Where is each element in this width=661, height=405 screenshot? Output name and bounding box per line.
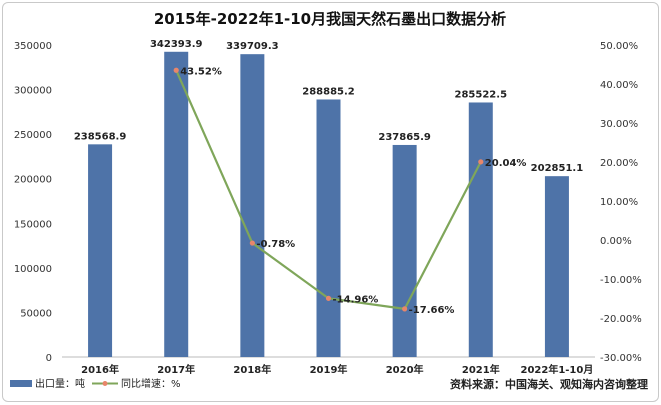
x-tick-label: 2017年 [157,363,195,376]
left-y-tick-label: 100000 [14,264,52,275]
legend-bar-label: 出口量：吨 [35,377,85,390]
left-y-tick-label: 50000 [20,308,52,319]
growth-point [173,67,179,73]
source-note: 资料来源：中国海关、观知海内咨询整理 [450,377,648,391]
bar [468,102,493,358]
right-y-tick-label: -20.00% [600,314,642,325]
bar [240,54,265,357]
bar-data-label: 202851.1 [531,163,584,174]
growth-point [249,240,255,246]
growth-data-label: -17.66% [409,305,455,316]
x-tick-label: 2016年 [81,363,119,376]
left-y-tick-label: 300000 [14,86,52,97]
bar-data-label: 285522.5 [455,89,508,100]
bar [316,99,341,357]
legend: 出口量：吨 同比增速：% [10,377,181,390]
bar [392,144,417,357]
right-y-tick-label: 20.00% [600,158,638,169]
right-y-tick-label: 0.00% [600,236,632,247]
left-y-tick-label: 200000 [14,175,52,186]
growth-point [478,159,484,165]
x-tick-label: 2022年1-10月 [520,363,593,376]
growth-point [325,295,332,301]
bar [544,176,569,357]
legend-line-label: 同比增速：% [121,377,181,390]
right-y-tick-label: 50.00% [600,41,638,52]
growth-data-label: -14.96% [333,294,379,305]
bar-data-label: 339709.3 [226,41,279,52]
bar-data-label: 237865.9 [378,132,431,143]
x-tick-label: 2019年 [310,363,348,376]
right-y-tick-label: 40.00% [600,80,638,91]
growth-data-label: -0.78% [256,239,295,250]
left-y-tick-label: 0 [46,353,52,364]
left-y-tick-label: 150000 [14,219,52,230]
legend-line-marker [102,381,108,386]
chart-title: 2015年-2022年1-10月我国天然石墨出口数据分析 [154,10,506,28]
right-y-tick-label: 30.00% [600,119,638,130]
x-axis: 2016年 2017年 2018年 2019年 2020年 2021年 2022年1-10月 [81,363,593,376]
right-y-tick-label: -30.00% [600,353,642,364]
growth-data-label: 43.52% [180,66,222,77]
left-y-tick-label: 350000 [14,41,52,52]
bar-data-label: 342393.9 [150,39,203,50]
growth-data-label: 20.04% [485,158,527,169]
line-series: 43.52% -0.78% -14.96% -17.66% 20.04% [173,66,527,316]
growth-point [402,306,408,312]
x-tick-label: 2021年 [462,363,500,376]
right-y-tick-label: -10.00% [600,275,642,286]
x-tick-label: 2020年 [386,363,424,376]
left-y-axis: 0 50000 100000 150000 200000 250000 300000 3500… [14,41,52,364]
right-y-tick-label: 10.00% [600,197,638,208]
bar-data-label: 238568.9 [74,131,127,142]
bar-series: 238568.9 342393.9 339709.3 288885.2 237865.9… [74,39,584,358]
left-y-tick-label: 250000 [14,130,52,141]
legend-bar-swatch [10,380,32,387]
bar [164,51,189,357]
x-tick-label: 2018年 [233,363,271,376]
bar [88,144,113,357]
bar-data-label: 288885.2 [302,86,355,97]
right-y-axis: -30.00% -20.00% -10.00% 0.00% 10.00% 20.00% 30… [600,41,642,364]
